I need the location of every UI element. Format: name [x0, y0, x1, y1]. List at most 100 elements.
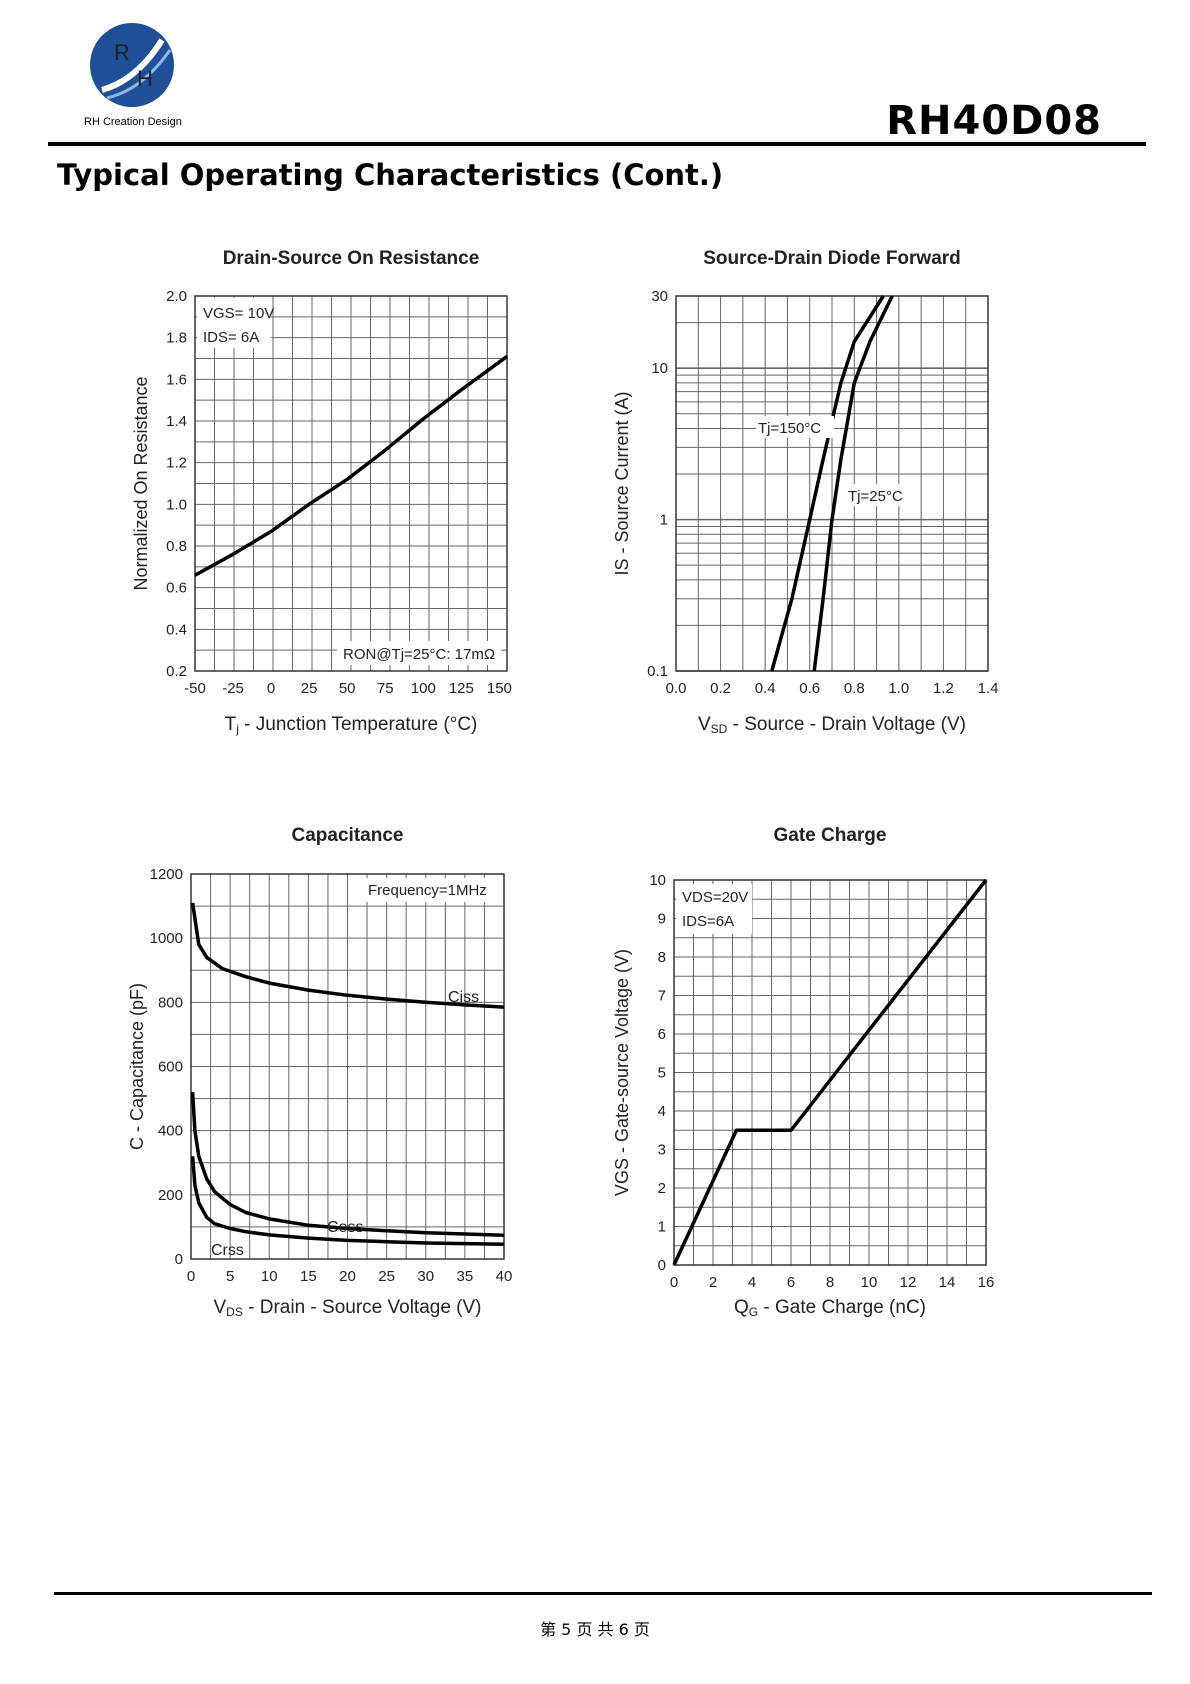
rdson-x-tick-label: 50	[339, 680, 356, 697]
cap-series-0-label: Ciss	[448, 989, 479, 1006]
logo-letter-h: H	[137, 66, 153, 91]
capacitance-y-tick-label: 1200	[150, 866, 183, 883]
diode-y-tick-label: 30	[651, 288, 668, 305]
rdson-annotation-ref: RON@Tj=25°C: 17mΩ	[343, 646, 495, 663]
diode-x-tick-label: 0.2	[710, 680, 731, 697]
gatecharge-x-tick-label: 4	[748, 1274, 756, 1291]
gatecharge-y-tick-label: 2	[658, 1180, 666, 1197]
diode-y-tick-label: 0.1	[647, 663, 668, 680]
rdson-x-tick-label: -50	[184, 680, 206, 697]
capacitance-y-tick-label: 400	[158, 1123, 183, 1140]
company-logo: R H	[82, 20, 202, 130]
capacitance-plot-frame	[190, 873, 505, 1260]
section-title: Typical Operating Characteristics (Cont.…	[57, 158, 724, 192]
rdson-x-axis-label: Tj - Junction Temperature (°C)	[225, 714, 478, 736]
footer-divider	[54, 1592, 1152, 1595]
logo-letter-r: R	[114, 40, 130, 65]
diode-x-tick-label: 0.8	[844, 680, 865, 697]
gatecharge-y-tick-label: 5	[658, 1065, 666, 1082]
capacitance-x-tick-label: 15	[300, 1268, 317, 1285]
gatecharge-y-tick-label: 4	[658, 1103, 666, 1120]
rdson-annotation-ids: IDS= 6A	[203, 329, 259, 346]
rdson-x-tick-label: 0	[267, 680, 275, 697]
rdson-y-tick-label: 1.4	[166, 413, 187, 430]
diode-series-0-line	[770, 295, 885, 672]
diode-x-tick-label: 0.0	[666, 680, 687, 697]
capacitance-x-tick-label: 0	[187, 1268, 195, 1285]
gatecharge-x-tick-label: 6	[787, 1274, 795, 1291]
rdson-y-tick-label: 0.8	[166, 538, 187, 555]
rdson-plot-frame	[194, 295, 508, 672]
gatecharge-x-tick-label: 16	[978, 1274, 995, 1291]
rdson-y-tick-label: 0.4	[166, 621, 187, 638]
brand-name: RH Creation Design	[84, 116, 182, 128]
gatecharge-y-axis-label: VGS - Gate-source Voltage (V)	[612, 949, 632, 1196]
capacitance-x-tick-label: 25	[378, 1268, 395, 1285]
diode-x-tick-label: 1.2	[933, 680, 954, 697]
diode-series-1-label: Tj=25°C	[848, 488, 903, 505]
diode-title: Source-Drain Diode Forward	[703, 248, 961, 269]
capacitance-series-1-line	[190, 1092, 505, 1238]
gate-annotation-ids: IDS=6A	[682, 913, 734, 930]
capacitance-y-tick-label: 200	[158, 1187, 183, 1204]
diode-x-tick-label: 0.4	[755, 680, 776, 697]
rdson-y-tick-label: 1.2	[166, 455, 187, 472]
capacitance-series-0-line	[190, 902, 505, 1009]
capacitance-x-tick-label: 40	[496, 1268, 513, 1285]
gate-annotation-vds: VDS=20V	[682, 889, 748, 906]
capacitance-x-axis-label: VDS - Drain - Source Voltage (V)	[213, 1297, 481, 1319]
diode-y-tick-label: 1	[660, 512, 668, 529]
diode-x-tick-label: 1.0	[888, 680, 909, 697]
capacitance-x-tick-label: 10	[261, 1268, 278, 1285]
part-number: RH40D08	[886, 98, 1102, 144]
gatecharge-y-tick-label: 7	[658, 988, 666, 1005]
diode-plot-frame	[675, 295, 989, 672]
gatecharge-y-tick-label: 1	[658, 1219, 666, 1236]
gatecharge-x-tick-label: 12	[900, 1274, 917, 1291]
page-footer: 第 5 页 共 6 页	[540, 1620, 650, 1639]
diode-x-axis-label: VSD - Source - Drain Voltage (V)	[698, 714, 966, 736]
gatecharge-x-tick-label: 8	[826, 1274, 834, 1291]
logo-icon: R H	[90, 23, 174, 107]
rdson-annotation-vgs: VGS= 10V	[203, 305, 274, 322]
gatecharge-x-tick-label: 10	[861, 1274, 878, 1291]
diode-label-bg-25	[846, 484, 914, 506]
rdson-title: Drain-Source On Resistance	[223, 248, 480, 269]
rdson-y-tick-label: 1.8	[166, 330, 187, 347]
capacitance-title: Capacitance	[292, 825, 404, 846]
rdson-x-tick-label: 100	[411, 680, 436, 697]
diode-y-axis-label: IS - Source Current (A)	[612, 391, 632, 575]
gatecharge-y-tick-label: 3	[658, 1142, 666, 1159]
diode-series-0-label: Tj=150°C	[758, 420, 821, 437]
rdson-y-tick-label: 0.2	[166, 663, 187, 680]
rdson-x-tick-label: 75	[377, 680, 394, 697]
gatecharge-series-0-line	[672, 878, 988, 1266]
capacitance-y-tick-label: 800	[158, 994, 183, 1011]
gatecharge-x-tick-label: 2	[709, 1274, 717, 1291]
capacitance-series-2-line	[190, 1156, 505, 1246]
diode-x-tick-label: 1.4	[978, 680, 999, 697]
cap-annotation-bg	[364, 878, 498, 902]
diode-x-tick-label: 0.6	[799, 680, 820, 697]
diode-y-tick-label: 10	[651, 360, 668, 377]
gatecharge-y-tick-label: 8	[658, 949, 666, 966]
cap-series-1-label: Coss	[327, 1219, 363, 1236]
capacitance-y-tick-label: 1000	[150, 930, 183, 947]
rdson-annotation-bg	[197, 298, 271, 348]
diode-series-1-line	[812, 295, 894, 672]
gatecharge-plot-frame	[673, 879, 987, 1266]
gatecharge-x-axis-label: QG - Gate Charge (nC)	[734, 1297, 926, 1319]
cap-annotation-frequency: Frequency=1MHz	[368, 882, 487, 899]
rdson-y-tick-label: 0.6	[166, 580, 187, 597]
rdson-ref-bg	[337, 641, 501, 665]
cap-series-2-label: Crss	[211, 1242, 244, 1259]
gatecharge-y-tick-label: 9	[658, 911, 666, 928]
capacitance-x-tick-label: 35	[457, 1268, 474, 1285]
gatecharge-y-tick-label: 0	[658, 1257, 666, 1274]
capacitance-y-tick-label: 600	[158, 1059, 183, 1076]
rdson-x-tick-label: 25	[301, 680, 318, 697]
gatecharge-x-tick-label: 14	[939, 1274, 956, 1291]
capacitance-x-tick-label: 30	[417, 1268, 434, 1285]
rdson-y-axis-label: Normalized On Resistance	[131, 376, 151, 590]
